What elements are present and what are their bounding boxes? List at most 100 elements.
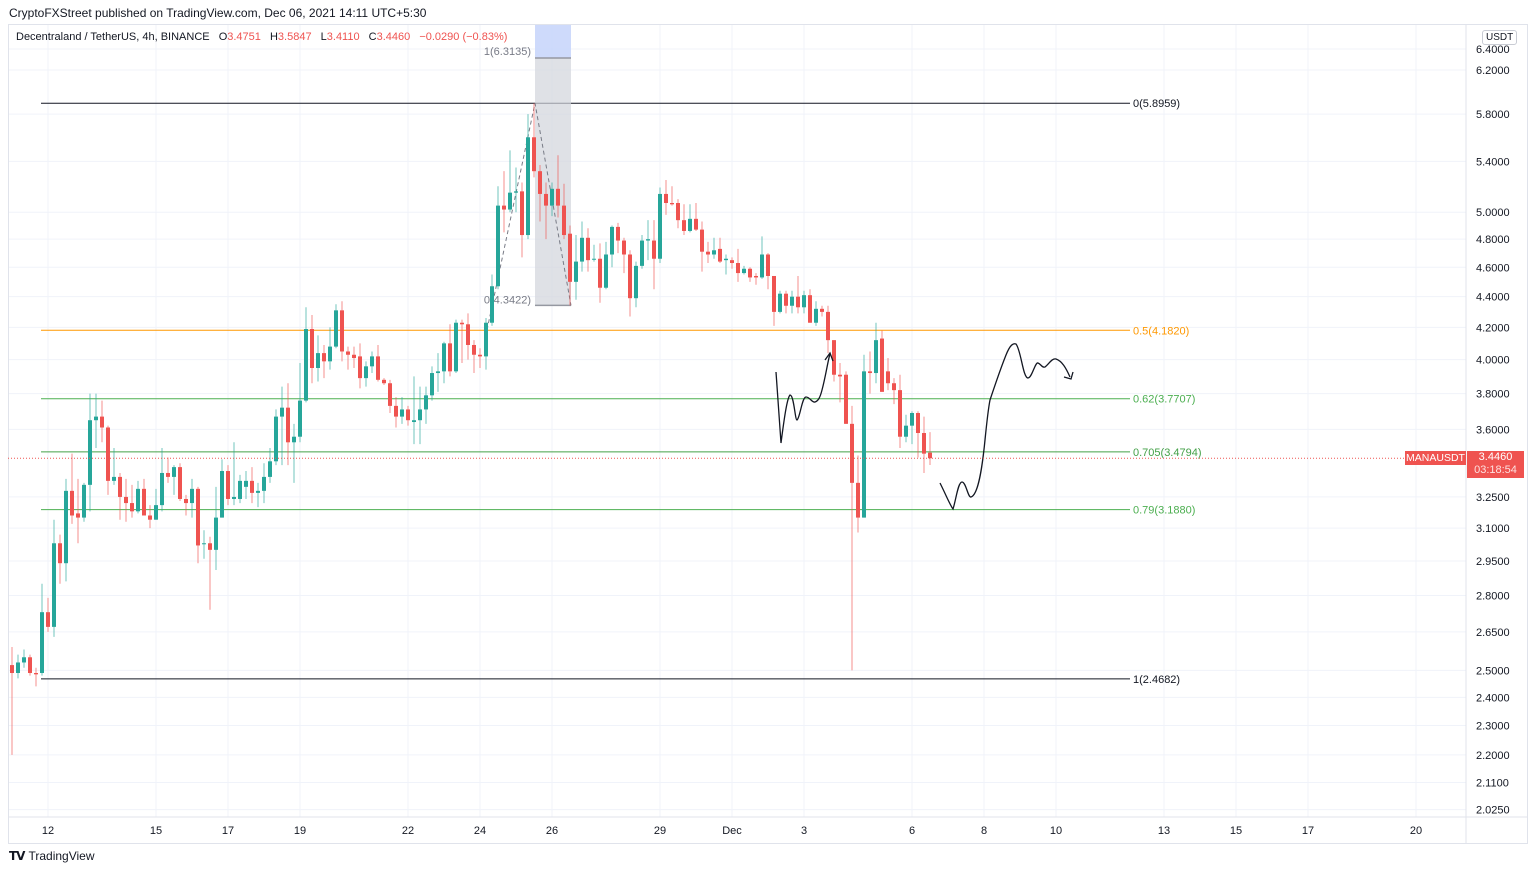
- candle-body: [130, 503, 134, 512]
- candle: [88, 393, 92, 512]
- price-tick: 2.9500: [1476, 556, 1510, 568]
- tradingview-logo[interactable]: TV TradingView: [9, 849, 95, 863]
- candle: [64, 478, 68, 582]
- high-value: 3.5847: [277, 31, 312, 43]
- candle-body: [118, 476, 122, 497]
- fib-level-label: 0.5(4.1820): [1133, 325, 1189, 337]
- drawn-path-1[interactable]: [775, 353, 831, 444]
- candle: [112, 447, 116, 485]
- candle: [16, 654, 20, 679]
- candle-body: [700, 229, 704, 252]
- candle-body: [628, 254, 632, 299]
- price-tick: 3.6000: [1476, 424, 1510, 436]
- candle: [58, 534, 62, 584]
- candle-body: [160, 472, 164, 506]
- candle: [382, 378, 386, 385]
- candle-body: [514, 191, 518, 193]
- candle: [412, 376, 416, 445]
- candle-body: [574, 261, 578, 282]
- candle-body: [208, 543, 212, 550]
- price-tick: 2.3000: [1476, 720, 1510, 732]
- candle: [352, 346, 356, 369]
- close-value: 3.4460: [376, 31, 411, 43]
- price-tick: 2.6500: [1476, 627, 1510, 639]
- candle-body: [634, 265, 638, 299]
- candle-body: [256, 490, 260, 493]
- candle: [640, 235, 644, 269]
- candle-body: [538, 171, 542, 194]
- candle: [466, 313, 470, 360]
- candle: [154, 488, 158, 520]
- candle-body: [736, 263, 740, 274]
- candle: [688, 204, 692, 233]
- candle-body: [274, 416, 278, 462]
- candle: [502, 171, 506, 233]
- candle: [748, 267, 752, 282]
- candle: [202, 530, 206, 559]
- candle-body: [880, 338, 884, 392]
- candle: [166, 457, 170, 483]
- candle-body: [610, 226, 614, 255]
- candle: [232, 442, 236, 506]
- candle: [778, 290, 782, 314]
- candle-body: [394, 405, 398, 417]
- candle-body: [40, 612, 44, 674]
- candle: [214, 486, 218, 570]
- candle: [868, 351, 872, 394]
- candle: [454, 319, 458, 374]
- candle: [820, 305, 824, 317]
- candle: [658, 187, 662, 264]
- currency-badge[interactable]: USDT: [1482, 30, 1518, 45]
- price-tick: 2.8000: [1476, 590, 1510, 602]
- candle-body: [370, 356, 374, 367]
- time-tick: 17: [222, 825, 234, 837]
- candle-body: [286, 407, 290, 443]
- fib-retracement: 0(5.8959) 0.5(4.1820) 0.62(3.7707) 0.705(3.…: [41, 98, 1202, 686]
- candle-body: [826, 311, 830, 341]
- candle: [124, 478, 128, 522]
- candle: [322, 344, 326, 379]
- drawn-path-2[interactable]: [939, 343, 1071, 511]
- time-tick: 15: [150, 825, 162, 837]
- candle: [142, 478, 146, 516]
- candle-body: [10, 665, 14, 674]
- fib-level-label: 1(2.4682): [1133, 674, 1180, 686]
- candle-body: [244, 480, 248, 487]
- candle: [208, 536, 212, 610]
- candle: [850, 405, 854, 671]
- candle-body: [778, 293, 782, 312]
- candle-body: [484, 322, 488, 357]
- price-tick: 2.5000: [1476, 665, 1510, 677]
- candle: [448, 324, 452, 377]
- time-tick: 10: [1050, 825, 1062, 837]
- candle: [430, 366, 434, 401]
- price-tick: 3.1000: [1476, 523, 1510, 535]
- candle-body: [142, 488, 146, 516]
- candle-body: [46, 612, 50, 627]
- arrow-head-icon: [1063, 371, 1074, 380]
- candle-body: [196, 488, 200, 546]
- time-tick: 24: [474, 825, 486, 837]
- candle: [304, 307, 308, 403]
- candle-body: [712, 250, 716, 255]
- candle: [106, 425, 110, 495]
- candle-body: [136, 488, 140, 512]
- candle-body: [676, 202, 680, 221]
- candle-body: [334, 310, 338, 347]
- candle-body: [784, 293, 788, 306]
- candle-body: [814, 308, 818, 323]
- candle-body: [670, 202, 674, 205]
- candle-body: [838, 374, 842, 377]
- candle: [874, 322, 878, 384]
- candle-body: [532, 137, 536, 172]
- candle-body: [706, 251, 710, 255]
- price-tick: 2.2000: [1476, 750, 1510, 762]
- price-tick: 4.6000: [1476, 262, 1510, 274]
- candle: [94, 393, 98, 448]
- time-tick: 20: [1410, 825, 1422, 837]
- candle-body: [268, 461, 272, 477]
- candle: [220, 459, 224, 518]
- arrow-head-icon: [824, 351, 834, 362]
- candle: [100, 400, 104, 443]
